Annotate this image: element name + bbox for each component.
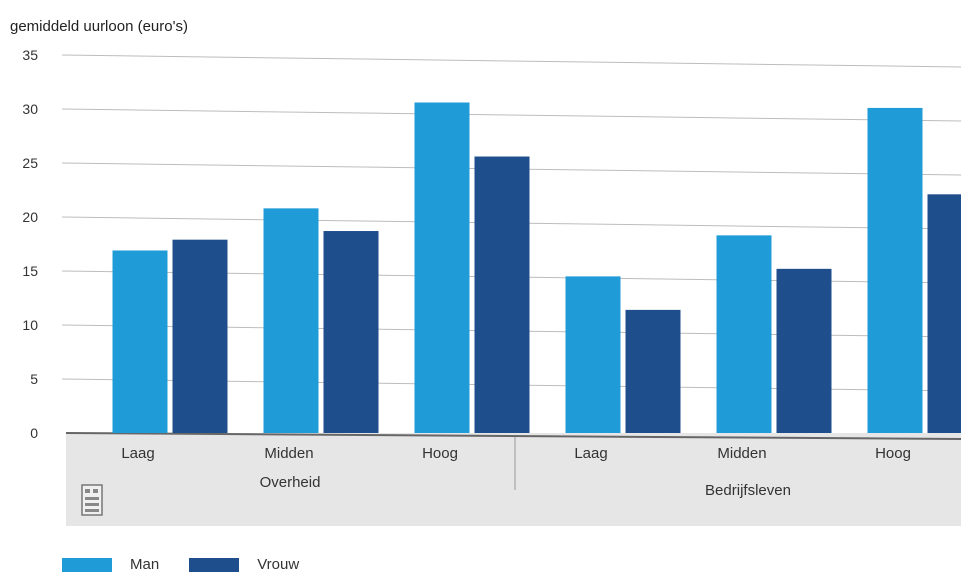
cbs-logo-icon	[81, 484, 103, 516]
y-tick-label: 0	[30, 425, 38, 441]
bar-vrouw	[474, 156, 530, 433]
gridline	[61, 54, 961, 68]
x-axis-line	[65, 432, 961, 440]
legend: Man Vrouw	[62, 556, 329, 573]
bar-man	[414, 102, 470, 434]
bar-vrouw	[776, 268, 832, 433]
legend-label-man: Man	[130, 556, 160, 573]
legend-item-man: Man	[62, 556, 159, 573]
y-tick-label: 20	[22, 209, 38, 225]
y-tick-label: 15	[22, 263, 38, 279]
bar-vrouw	[927, 194, 961, 433]
bar-vrouw	[172, 239, 228, 433]
y-tick-label: 5	[30, 371, 38, 387]
legend-swatch-man	[62, 557, 112, 572]
bar-vrouw	[625, 309, 681, 433]
group-label: Bedrijfsleven	[705, 482, 791, 499]
bar-man	[112, 250, 168, 433]
x-tick-label: Midden	[717, 445, 766, 462]
x-tick-label: Midden	[264, 445, 313, 462]
bar-vrouw	[323, 231, 379, 433]
y-tick-label: 30	[22, 101, 38, 117]
bar-man	[716, 235, 772, 433]
x-tick-label: Laag	[121, 445, 154, 462]
y-tick-label: 10	[22, 317, 38, 333]
x-tick-label: Hoog	[875, 445, 911, 462]
legend-label-vrouw: Vrouw	[257, 556, 300, 573]
gridline	[61, 108, 961, 122]
y-axis-label: gemiddeld uurloon (euro's)	[10, 18, 188, 35]
bar-man	[565, 276, 621, 433]
x-tick-label: Laag	[574, 445, 607, 462]
y-tick-label: 25	[22, 155, 38, 171]
legend-item-vrouw: Vrouw	[189, 556, 299, 573]
legend-swatch-vrouw	[189, 557, 240, 572]
bar-man	[867, 107, 923, 434]
group-label: Overheid	[260, 474, 321, 491]
y-tick-label: 35	[22, 47, 38, 63]
x-axis-band	[66, 433, 961, 526]
x-tick-label: Hoog	[422, 445, 458, 462]
bar-man	[263, 208, 319, 433]
